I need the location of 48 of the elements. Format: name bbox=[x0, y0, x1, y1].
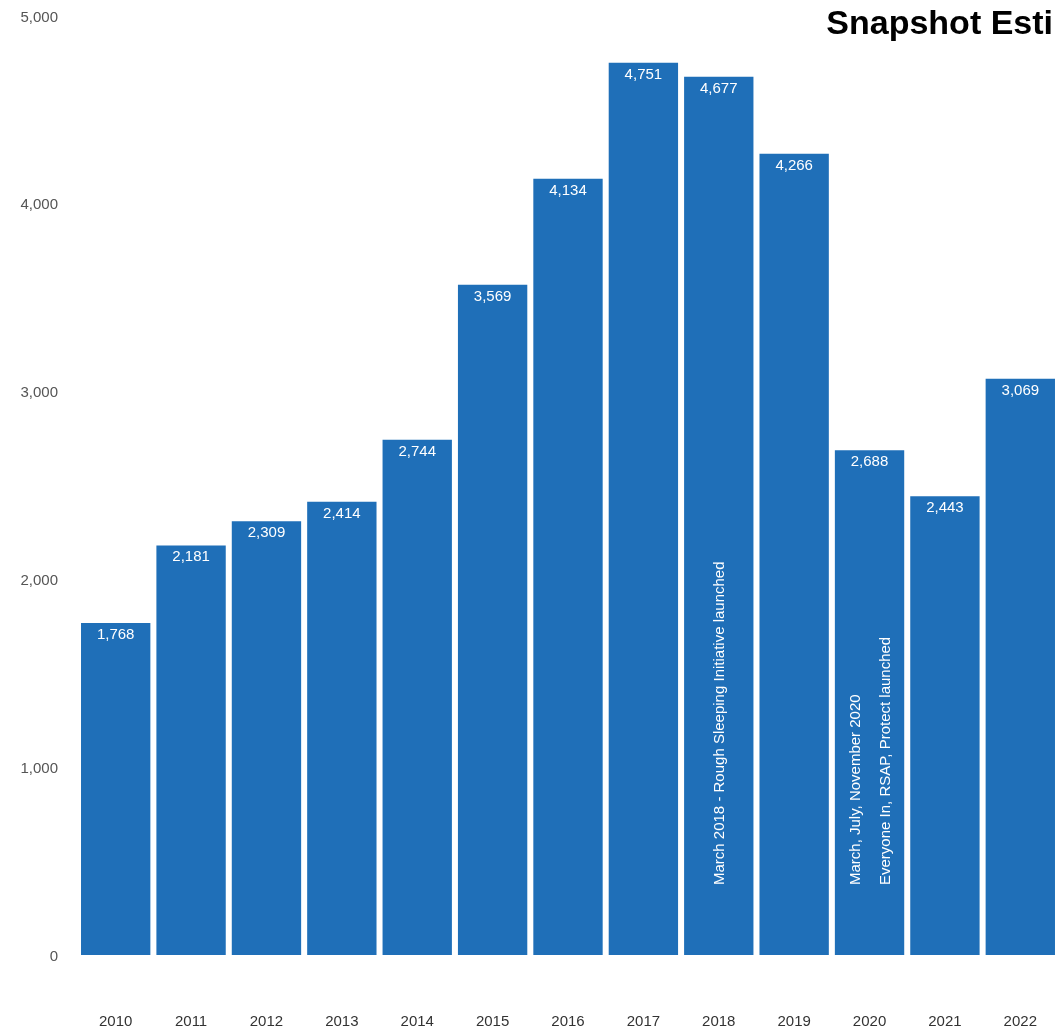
annotation: March, July, November 2020 Everyone In, RSAP, Protect launched bbox=[846, 636, 894, 885]
bar bbox=[684, 76, 754, 955]
data-label: 3,569 bbox=[473, 286, 512, 304]
data-label: 3,069 bbox=[1001, 380, 1040, 398]
bar bbox=[533, 178, 603, 955]
bar bbox=[985, 378, 1055, 955]
data-label: 2,744 bbox=[398, 441, 436, 459]
bar bbox=[156, 545, 226, 955]
x-tick-label: 2019 bbox=[777, 1012, 811, 1028]
data-label: 1,768 bbox=[96, 624, 135, 642]
data-label: 2,443 bbox=[926, 498, 964, 516]
x-tick-label: 2013 bbox=[325, 1012, 359, 1028]
bar bbox=[910, 496, 980, 955]
data-label: 4,677 bbox=[700, 78, 738, 96]
data-label: 2,309 bbox=[247, 523, 286, 541]
data-label: 4,266 bbox=[775, 155, 813, 173]
x-tick-label: 2011 bbox=[174, 1012, 208, 1028]
y-tick-label: 1,000 bbox=[20, 758, 58, 776]
y-tick-label: 2,000 bbox=[20, 570, 58, 588]
x-tick-label: 2016 bbox=[551, 1012, 585, 1028]
data-label: 2,688 bbox=[850, 452, 889, 470]
bar bbox=[382, 439, 452, 955]
chart-title: Snapshot Esti bbox=[826, 3, 1054, 41]
bar bbox=[608, 62, 679, 955]
y-tick-label: 4,000 bbox=[20, 195, 58, 213]
y-tick-label: 0 bbox=[49, 946, 58, 964]
bar bbox=[457, 284, 528, 955]
x-tick-label: 2018 bbox=[702, 1012, 736, 1028]
y-tick-label: 3,000 bbox=[20, 383, 58, 401]
data-label: 2,181 bbox=[172, 547, 210, 565]
x-tick-label: 2010 bbox=[99, 1012, 133, 1028]
bar bbox=[81, 622, 151, 955]
x-tick-label: 2014 bbox=[400, 1012, 434, 1028]
x-tick-label: 2022 bbox=[1003, 1012, 1037, 1028]
x-tick-label: 2015 bbox=[475, 1012, 510, 1028]
bar bbox=[834, 450, 905, 955]
bar bbox=[307, 501, 377, 955]
x-tick-label: 2021 bbox=[928, 1012, 962, 1028]
data-label: 4,751 bbox=[624, 64, 663, 82]
x-tick-label: 2012 bbox=[249, 1012, 284, 1028]
y-tick-label: 5,000 bbox=[20, 7, 58, 25]
data-label: 2,414 bbox=[323, 503, 361, 521]
bar bbox=[231, 521, 302, 955]
data-label: 4,134 bbox=[549, 180, 587, 198]
bar bbox=[759, 153, 829, 955]
x-tick-label: 2017 bbox=[626, 1012, 661, 1028]
annotation: March 2018 - Rough Sleeping Initiative launched bbox=[710, 561, 728, 885]
x-tick-label: 2020 bbox=[852, 1012, 887, 1028]
